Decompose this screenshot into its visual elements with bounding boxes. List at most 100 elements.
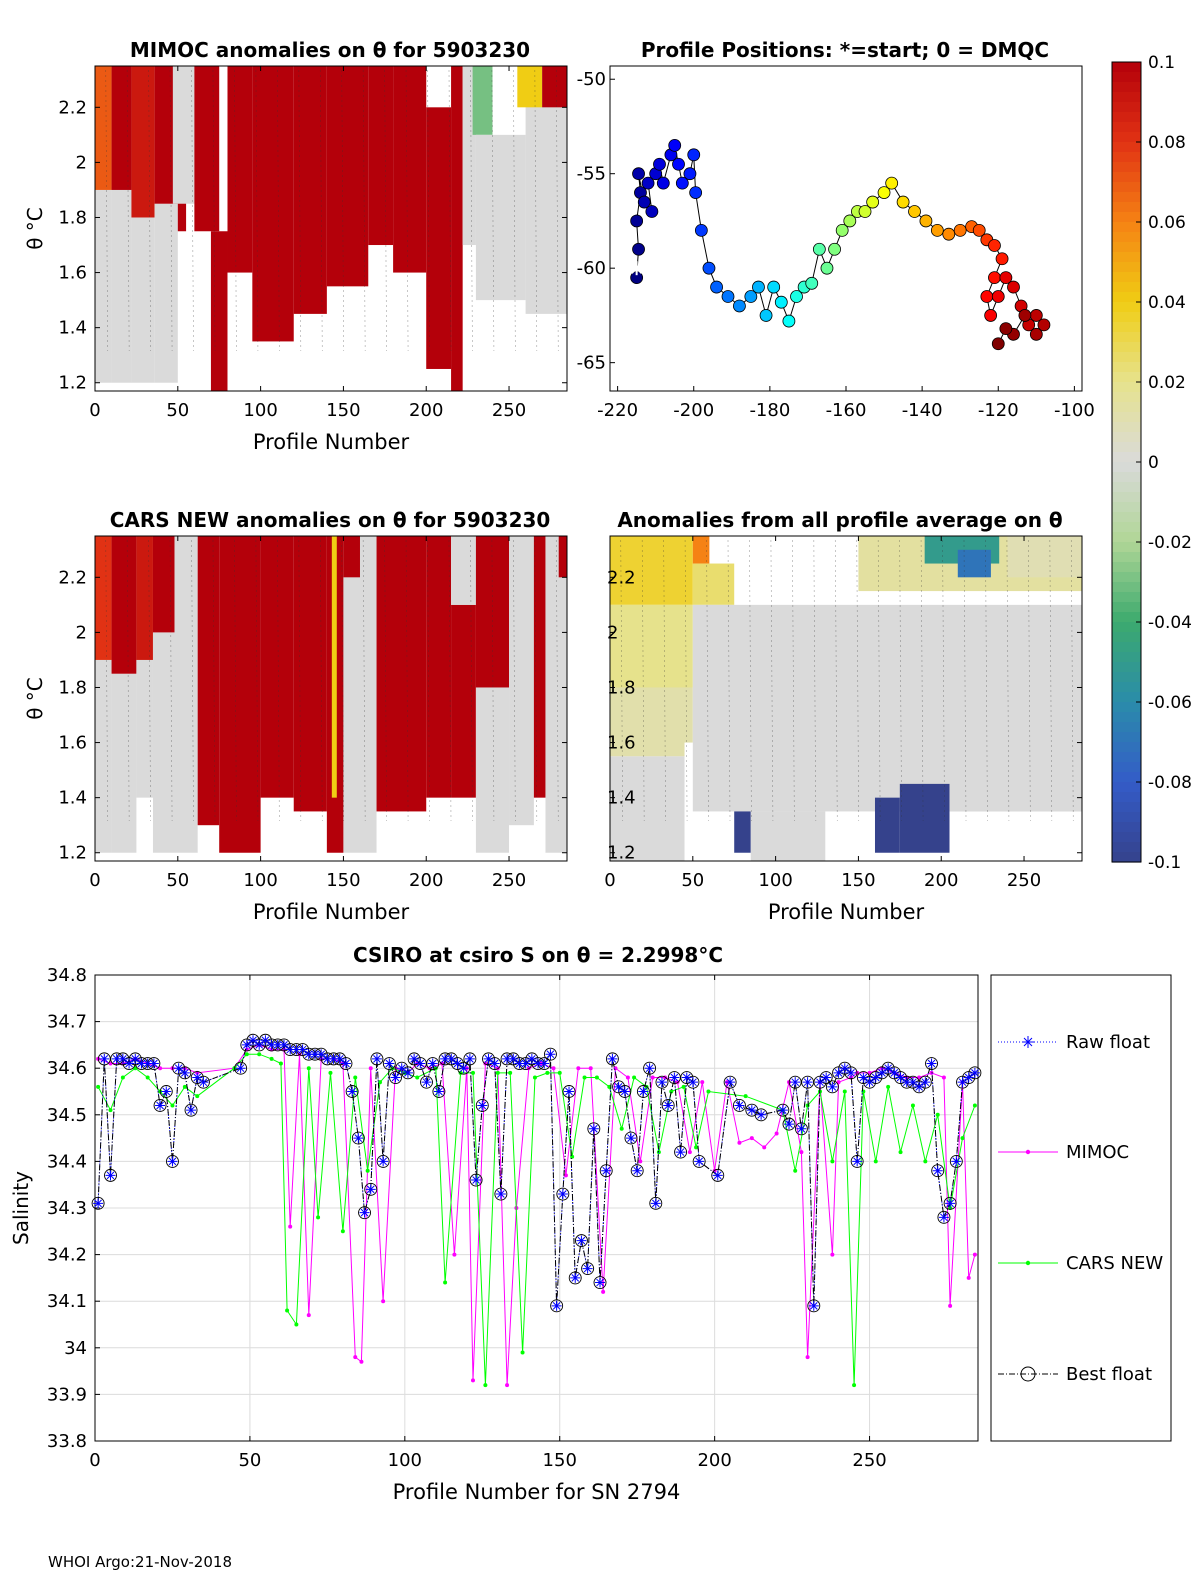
colorbar-band [1112, 322, 1141, 333]
profile-marker [1007, 280, 1020, 294]
raw-float-point [796, 1123, 807, 1134]
y-tick-label: 34.8 [47, 965, 87, 986]
raw-float-point [870, 1072, 881, 1083]
heat-cell [131, 217, 155, 383]
profile-marker [656, 176, 670, 190]
profile-marker [995, 252, 1009, 266]
profile-marker [744, 290, 758, 303]
heat-cell [957, 549, 991, 578]
profile-marker [721, 290, 735, 303]
mimoc-point [576, 1066, 581, 1071]
raw-float-point [142, 1058, 153, 1069]
contour-line [1006, 539, 1010, 822]
cars-point [483, 1383, 488, 1388]
cars-point [145, 1075, 150, 1080]
best-float-point [630, 1164, 644, 1178]
chart-title: CARS NEW anomalies on θ for 5903230 [110, 508, 551, 532]
best-float-point [807, 1299, 821, 1313]
x-axis-label: Profile Number [253, 900, 410, 924]
profile-marker [980, 290, 994, 303]
raw-float-point [570, 1272, 581, 1283]
contour-line [126, 539, 130, 822]
contour-line [770, 539, 774, 822]
heat-cell [368, 66, 394, 246]
heat-cell [136, 536, 153, 660]
colorbar-band [1112, 112, 1141, 123]
raw-float-point [378, 1156, 389, 1167]
raw-float-point [784, 1119, 795, 1130]
raw-float-point [864, 1077, 875, 1088]
mimoc-point [601, 1289, 606, 1294]
raw-float-point [353, 1133, 364, 1144]
raw-float-point [551, 1300, 562, 1311]
raw-float-point [427, 1058, 438, 1069]
raw-float-point [802, 1077, 813, 1088]
colorbar-band [1112, 412, 1141, 423]
best-float-point [937, 1210, 951, 1224]
raw-float-point [278, 1039, 289, 1050]
mimoc-point [505, 1383, 510, 1388]
best-float-point [364, 1182, 378, 1196]
legend-marker [1025, 1260, 1031, 1266]
y-tick-label: 2.2 [58, 567, 87, 588]
x-tick-label: -160 [826, 400, 867, 421]
legend-box [990, 974, 1172, 1442]
profile-marker [637, 195, 651, 209]
cars-point [852, 1383, 857, 1388]
best-float-point [574, 1234, 588, 1248]
best-float-point [723, 1075, 737, 1089]
colorbar-band [1112, 542, 1141, 553]
raw-float-point [901, 1077, 912, 1088]
cars-point [306, 1066, 311, 1071]
legend: Raw float MIMOC CARS NEW Best float [990, 974, 1172, 1442]
x-tick-label: 50 [238, 1450, 261, 1471]
raw-float-point [650, 1198, 661, 1209]
raw-float-point [821, 1072, 832, 1083]
heat-cell [174, 536, 198, 853]
panel-positions: -220 -200 -180 -160 -140 -120 -100 -50 -55 -60 -65… [577, 38, 1095, 421]
legend-label: Raw float [1066, 1032, 1150, 1053]
contour-line [405, 539, 409, 822]
best-float-point [943, 1196, 957, 1210]
raw-float-point [173, 1063, 184, 1074]
series-cars-new [97, 1053, 976, 1386]
heat-cell [95, 189, 112, 383]
mimoc-point [762, 1145, 767, 1150]
best-float-point [776, 1103, 790, 1117]
x-tick-label: 200 [409, 870, 443, 891]
profile-marker [790, 290, 803, 303]
contour-line [555, 539, 559, 822]
colorbar-band [1112, 642, 1141, 653]
legend-marker [1020, 1366, 1036, 1382]
best-float-point [643, 1061, 657, 1075]
mimoc-point [972, 1252, 977, 1257]
raw-float-point [483, 1053, 494, 1064]
profile-marker [710, 280, 723, 294]
contour-line [470, 539, 473, 822]
contour-line [534, 539, 538, 822]
profile-marker [675, 176, 689, 190]
y-tick-label: 1.8 [58, 677, 87, 698]
y-tick-label: 2 [607, 622, 618, 643]
cars-point [285, 1308, 290, 1313]
contour-line [727, 539, 731, 822]
best-float-point [166, 1154, 179, 1168]
best-float-point [475, 1099, 489, 1112]
heat-cell [293, 66, 327, 314]
raw-float-point [808, 1300, 819, 1311]
profile-marker [835, 223, 849, 237]
best-float-point [593, 1276, 607, 1290]
panel-mimoc: 0 50 100 150 200 250 1.2 1.4 1.6 1.8 2 2.2 MIMOC ano… [23, 38, 568, 454]
profile-marker [953, 223, 967, 237]
x-tick-label: -140 [902, 400, 943, 421]
colorbar-band [1112, 372, 1141, 383]
heat-cell [610, 687, 693, 757]
cars-point [669, 1089, 674, 1094]
legend-label: CARS NEW [1066, 1253, 1163, 1274]
cars-point [508, 1070, 513, 1075]
cars-point [520, 1350, 525, 1355]
raw-float-point [179, 1067, 190, 1078]
y-tick-label: 1.6 [58, 263, 87, 284]
colorbar-band [1112, 422, 1141, 433]
cars-point [294, 1322, 299, 1327]
